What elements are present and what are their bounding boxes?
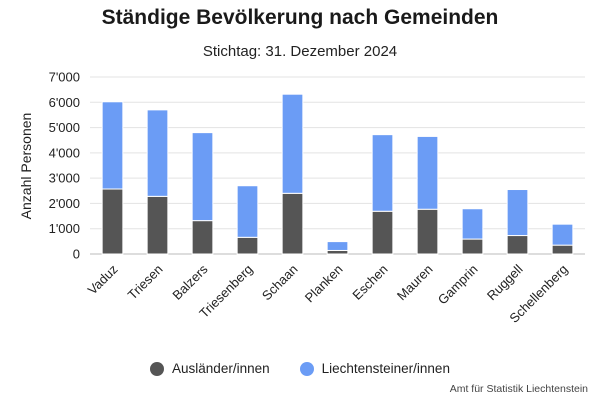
legend-label-liechtensteiner: Liechtensteiner/innen [321, 361, 450, 376]
bar-segment-auslaender[interactable] [551, 244, 574, 255]
x-tick-label: Ruggell [484, 261, 526, 303]
bar-segment-auslaender[interactable] [371, 210, 394, 255]
grid-lines [90, 76, 585, 255]
bar-segment-liechtensteiner[interactable] [146, 109, 169, 197]
legend: Ausländer/innen Liechtensteiner/innen [0, 361, 600, 376]
bar-segment-auslaender[interactable] [326, 249, 349, 255]
y-tick-label: 6'000 [49, 95, 80, 110]
bar-segment-liechtensteiner[interactable] [551, 223, 574, 246]
legend-item-liechtensteiner[interactable]: Liechtensteiner/innen [299, 361, 450, 376]
x-tick-label: Planken [302, 262, 346, 306]
bar-segment-auslaender[interactable] [461, 238, 484, 255]
x-tick-label: Balzers [169, 261, 211, 303]
bar-segment-auslaender[interactable] [506, 235, 529, 255]
legend-swatch-liechtensteiner [299, 361, 314, 376]
bar-segment-auslaender[interactable] [416, 208, 439, 255]
bar-segment-liechtensteiner[interactable] [326, 241, 349, 251]
bar-segment-liechtensteiner[interactable] [236, 185, 259, 238]
legend-swatch-auslaender [150, 361, 165, 376]
x-tick-label: Schaan [259, 262, 301, 304]
x-tick-label: Gamprin [435, 262, 481, 308]
legend-label-auslaender: Ausländer/innen [172, 361, 270, 376]
y-tick-label: 5'000 [49, 120, 80, 135]
bar-segment-liechtensteiner[interactable] [371, 134, 394, 212]
bar-segment-liechtensteiner[interactable] [191, 132, 214, 222]
y-tick-label: 7'000 [49, 70, 80, 85]
bar-segment-auslaender[interactable] [236, 236, 259, 255]
x-tick-label: Vaduz [85, 262, 121, 298]
y-tick-label: 0 [73, 247, 80, 262]
chart-subtitle: Stichtag: 31. Dezember 2024 [202, 43, 398, 60]
credits: Amt für Statistik Liechtenstein [449, 383, 588, 395]
bars [101, 93, 574, 255]
bar-segment-auslaender[interactable] [281, 192, 304, 255]
bar-segment-liechtensteiner[interactable] [506, 189, 529, 237]
y-axis-label: Anzahl Personen [18, 113, 34, 220]
bar-segment-liechtensteiner[interactable] [281, 93, 304, 194]
bar-segment-auslaender[interactable] [146, 195, 169, 255]
y-axis-ticks: 0 1'000 2'000 3'000 4'000 5'000 6'000 7'000 [49, 70, 80, 262]
bar-segment-liechtensteiner[interactable] [101, 101, 124, 190]
x-tick-label: Triesen [125, 262, 166, 303]
x-tick-label: Eschen [349, 262, 390, 303]
bar-segment-liechtensteiner[interactable] [461, 208, 484, 240]
y-tick-label: 3'000 [49, 171, 80, 186]
bar-segment-auslaender[interactable] [191, 220, 214, 255]
bar-segment-liechtensteiner[interactable] [416, 135, 439, 210]
chart-title: Ständige Bevölkerung nach Gemeinden [101, 6, 499, 29]
legend-item-auslaender[interactable]: Ausländer/innen [150, 361, 270, 376]
y-tick-label: 2'000 [49, 196, 80, 211]
y-tick-label: 4'000 [49, 145, 80, 160]
bar-segment-auslaender[interactable] [101, 188, 124, 255]
x-tick-label: Mauren [394, 262, 436, 304]
y-tick-label: 1'000 [49, 221, 80, 236]
